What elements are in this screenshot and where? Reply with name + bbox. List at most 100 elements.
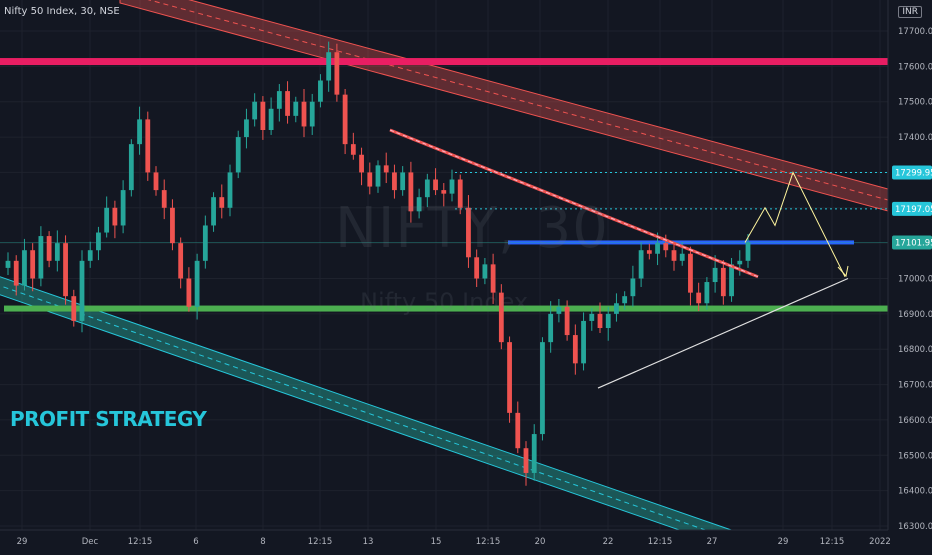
candle-body (318, 80, 323, 102)
candle-body (531, 434, 537, 473)
price-tick-label: 16400.00 (898, 487, 932, 497)
candle-body (630, 278, 636, 297)
candle-body (424, 179, 430, 198)
projection-arrowhead (837, 265, 849, 278)
candle-body (63, 243, 68, 297)
rising-support-line (597, 277, 849, 389)
candle-body (227, 172, 233, 208)
price-axis-bg (888, 0, 932, 550)
candle-body (128, 144, 134, 191)
price-tick-label: 16600.00 (898, 416, 932, 426)
time-tick-label: 12:15 (308, 537, 333, 547)
descending-trendline-mid (389, 129, 759, 278)
candle-body (622, 296, 628, 304)
price-axis: 17700.0017600.0017500.0017400.0017300.00… (887, 0, 932, 550)
candle-body (293, 101, 299, 116)
candle-body (178, 243, 184, 279)
support-level (4, 305, 888, 312)
candle-body (597, 313, 603, 328)
candle-body (679, 253, 685, 261)
candle-body (441, 190, 447, 194)
time-tick-label: 15 (431, 537, 442, 547)
drawings (389, 128, 849, 389)
candle-body (614, 303, 619, 314)
symbol-title[interactable]: Nifty 50 Index, 30, NSE (4, 6, 120, 17)
candle-body (416, 197, 422, 212)
candle-body (194, 260, 200, 307)
time-tick-label: 22 (603, 537, 614, 547)
candle-body (737, 260, 743, 265)
candle-body (334, 52, 340, 95)
time-tick-label: 2022 (869, 537, 891, 547)
candle-body (137, 119, 142, 145)
candle-body (729, 264, 734, 297)
time-tick-label: 8 (260, 537, 265, 547)
candle-body (71, 296, 77, 321)
candle-body (244, 119, 249, 138)
time-tick-label: 6 (193, 537, 198, 547)
price-label: 17197.05 (895, 205, 932, 215)
candle-body (309, 101, 315, 127)
price-label-bg (892, 165, 932, 180)
candle-body (490, 264, 496, 293)
candle-body (581, 320, 586, 364)
candle-body (712, 267, 718, 283)
candle-body (515, 412, 521, 449)
price-tick-label: 16800.00 (898, 345, 932, 355)
time-tick-label: 12:15 (820, 537, 845, 547)
time-tick-label: 27 (707, 537, 718, 547)
down-channel-lower-mid (0, 285, 741, 543)
price-label: 17299.95 (895, 168, 932, 178)
candle-body (655, 243, 660, 254)
candle-body (260, 101, 266, 130)
candle-body (498, 292, 504, 343)
candle-body (523, 448, 529, 473)
candle-body (564, 306, 570, 336)
candle-body (145, 119, 151, 173)
horizontal-levels (0, 58, 888, 312)
candle-body (745, 242, 751, 261)
time-tick-label: 20 (535, 537, 546, 547)
candle-body (170, 207, 175, 244)
price-tick-label: 16300.00 (898, 522, 932, 532)
price-label-bg (892, 201, 932, 216)
candle-body (5, 260, 11, 268)
price-label: 17101.95 (895, 238, 932, 248)
candle-body (342, 94, 348, 145)
candle-body (120, 190, 126, 226)
candle-body (235, 137, 241, 173)
candle-body (589, 313, 595, 321)
candle-body (400, 172, 406, 191)
candle-body (38, 236, 44, 279)
price-tick-label: 17600.00 (898, 62, 932, 72)
resistance-level (0, 58, 888, 66)
down-channel-upper-mid (147, 0, 889, 201)
candle-body (638, 250, 644, 279)
candle-body (474, 257, 480, 279)
grid-lines (0, 0, 888, 530)
candle-body (87, 250, 93, 261)
candle-body (153, 172, 159, 191)
time-tick-label: 12:15 (476, 537, 501, 547)
price-label-bg (892, 235, 932, 250)
price-tick-label: 16500.00 (898, 451, 932, 461)
candle-body (671, 250, 677, 261)
candle-body (408, 172, 414, 212)
candle-body (326, 52, 332, 81)
candle-body (268, 108, 274, 130)
candle-body (556, 306, 562, 314)
candle-body (252, 101, 258, 120)
price-tick-label: 16900.00 (898, 310, 932, 320)
candle-body (211, 197, 216, 226)
time-tick-label: 12:15 (128, 537, 153, 547)
candle-body (646, 250, 652, 254)
candle-body (30, 250, 36, 279)
price-tick-label: 17500.00 (898, 98, 932, 108)
currency-badge[interactable]: INR (898, 6, 922, 18)
price-tick-label: 17000.00 (898, 275, 932, 285)
candle-body (720, 267, 726, 297)
candle-body (112, 207, 118, 226)
